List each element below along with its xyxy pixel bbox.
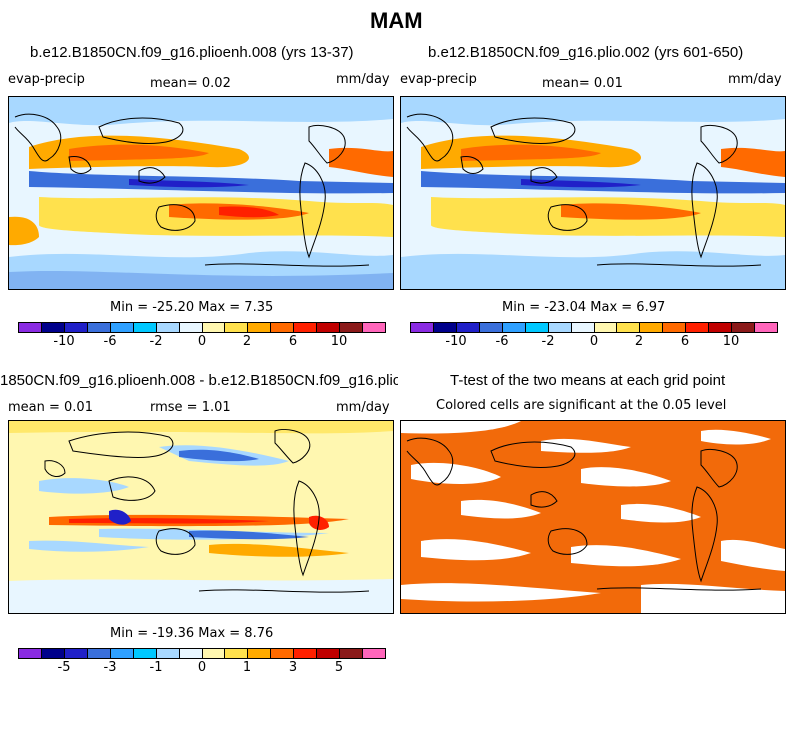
colorbar-swatch xyxy=(433,323,457,332)
panel2-field xyxy=(401,97,785,289)
colorbar-swatch xyxy=(502,323,526,332)
panel2-variable: evap-precip xyxy=(400,72,477,87)
colorbar-swatch xyxy=(133,649,157,658)
panel1-tick: -2 xyxy=(149,334,163,349)
panel3-tick: 5 xyxy=(334,660,344,675)
panel1-tick: 0 xyxy=(197,334,207,349)
panel3-field xyxy=(9,421,393,613)
panel3-tick: 3 xyxy=(288,660,298,675)
panel1-units: mm/day xyxy=(336,72,390,87)
colorbar-swatch xyxy=(179,649,203,658)
colorbar-swatch xyxy=(456,323,480,332)
colorbar-swatch xyxy=(317,649,341,658)
panel2-tick: 10 xyxy=(722,334,740,349)
panel3-units: mm/day xyxy=(336,400,390,415)
colorbar-swatch xyxy=(294,323,318,332)
panel3-tick: -5 xyxy=(57,660,71,675)
panel2-tick: 6 xyxy=(680,334,690,349)
panel3-colorbar xyxy=(18,648,386,659)
panel3-tick: -3 xyxy=(103,660,117,675)
colorbar-swatch xyxy=(571,323,595,332)
panel3-case-title: 1850CN.f09_g16.plioenh.008 - b.e12.B1850… xyxy=(0,372,398,389)
panel2-tick: -6 xyxy=(495,334,509,349)
colorbar-swatch xyxy=(271,323,295,332)
colorbar-swatch xyxy=(202,649,226,658)
colorbar-swatch xyxy=(87,649,111,658)
colorbar-swatch xyxy=(363,323,385,332)
panel1-tick: 2 xyxy=(242,334,252,349)
colorbar-swatch xyxy=(156,649,180,658)
colorbar-swatch xyxy=(225,323,249,332)
colorbar-swatch xyxy=(640,323,664,332)
panel1-tick: -10 xyxy=(53,334,75,349)
panel2-tick: 0 xyxy=(589,334,599,349)
colorbar-swatch xyxy=(64,323,88,332)
panel3-tick: -1 xyxy=(149,660,163,675)
colorbar-swatch xyxy=(271,649,295,658)
panel1-field xyxy=(9,97,393,289)
panel1-colorbar xyxy=(18,322,386,333)
colorbar-swatch xyxy=(317,323,341,332)
panel1-case-title: b.e12.B1850CN.f09_g16.plioenh.008 (yrs 1… xyxy=(30,44,354,61)
panel3-rmse: rmse = 1.01 xyxy=(150,400,231,415)
colorbar-swatch xyxy=(110,649,134,658)
colorbar-swatch xyxy=(179,323,203,332)
panel3-mean: mean = 0.01 xyxy=(8,400,93,415)
colorbar-swatch xyxy=(225,649,249,658)
colorbar-swatch xyxy=(732,323,756,332)
panel2-map xyxy=(400,96,786,290)
panel3-tick: 0 xyxy=(197,660,207,675)
panel4-note: Colored cells are significant at the 0.0… xyxy=(436,398,727,413)
colorbar-swatch xyxy=(19,649,42,658)
panel2-units: mm/day xyxy=(728,72,782,87)
colorbar-swatch xyxy=(133,323,157,332)
colorbar-swatch xyxy=(248,649,272,658)
panel2-colorbar xyxy=(410,322,778,333)
panel3-map xyxy=(8,420,394,614)
colorbar-swatch xyxy=(248,323,272,332)
panel2-tick: -2 xyxy=(541,334,555,349)
panel1-minmax: Min = -25.20 Max = 7.35 xyxy=(110,300,274,315)
panel1-tick: 10 xyxy=(330,334,348,349)
panel1-variable: evap-precip xyxy=(8,72,85,87)
season-title: MAM xyxy=(370,8,423,33)
colorbar-swatch xyxy=(294,649,318,658)
panel4-title: T-test of the two means at each grid poi… xyxy=(450,372,726,389)
panel1-map xyxy=(8,96,394,290)
colorbar-swatch xyxy=(663,323,687,332)
colorbar-swatch xyxy=(755,323,777,332)
panel2-case-title: b.e12.B1850CN.f09_g16.plio.002 (yrs 601-… xyxy=(428,44,744,61)
panel2-mean: mean= 0.01 xyxy=(542,76,623,91)
colorbar-swatch xyxy=(202,323,226,332)
panel3-minmax: Min = -19.36 Max = 8.76 xyxy=(110,626,274,641)
colorbar-swatch xyxy=(594,323,618,332)
panel4-map xyxy=(400,420,786,614)
colorbar-swatch xyxy=(41,323,65,332)
colorbar-swatch xyxy=(363,649,385,658)
colorbar-swatch xyxy=(411,323,434,332)
colorbar-swatch xyxy=(87,323,111,332)
colorbar-swatch xyxy=(156,323,180,332)
colorbar-swatch xyxy=(525,323,549,332)
panel1-tick: 6 xyxy=(288,334,298,349)
panel4-significance-field xyxy=(401,421,785,613)
colorbar-swatch xyxy=(617,323,641,332)
colorbar-swatch xyxy=(686,323,710,332)
panel2-tick: 2 xyxy=(634,334,644,349)
panel1-tick: -6 xyxy=(103,334,117,349)
colorbar-swatch xyxy=(110,323,134,332)
colorbar-swatch xyxy=(41,649,65,658)
colorbar-swatch xyxy=(19,323,42,332)
colorbar-swatch xyxy=(64,649,88,658)
panel1-mean: mean= 0.02 xyxy=(150,76,231,91)
panel2-minmax: Min = -23.04 Max = 6.97 xyxy=(502,300,666,315)
colorbar-swatch xyxy=(340,649,364,658)
panel3-tick: 1 xyxy=(242,660,252,675)
panel2-tick: -10 xyxy=(445,334,467,349)
colorbar-swatch xyxy=(340,323,364,332)
colorbar-swatch xyxy=(548,323,572,332)
colorbar-swatch xyxy=(479,323,503,332)
colorbar-swatch xyxy=(709,323,733,332)
